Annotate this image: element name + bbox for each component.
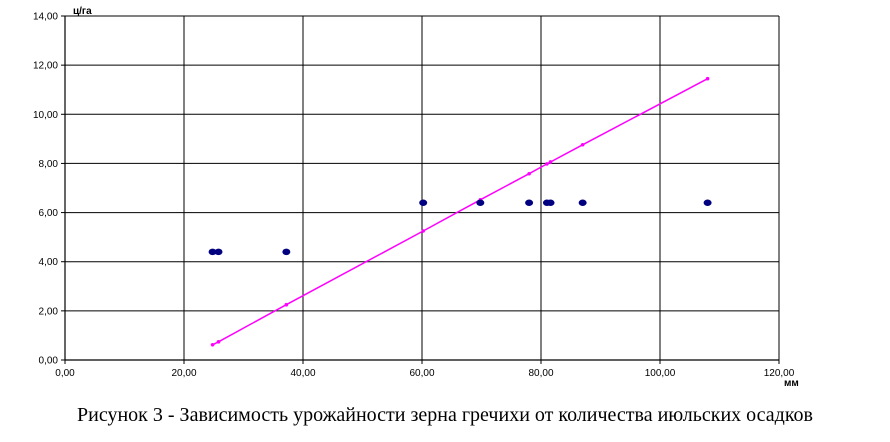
trend-point xyxy=(216,340,221,344)
y-tick-label: 14,00 xyxy=(33,12,58,23)
trend-point xyxy=(705,76,710,81)
x-tick-label: 60,00 xyxy=(409,368,434,379)
x-tick-label: 100,00 xyxy=(645,368,676,379)
data-point xyxy=(525,199,534,206)
trend-line xyxy=(212,78,708,346)
scatter-series xyxy=(208,199,712,256)
data-point xyxy=(282,248,291,256)
grid xyxy=(64,15,780,361)
trend-point xyxy=(548,160,553,164)
data-point xyxy=(419,199,428,206)
trend-point xyxy=(545,162,549,166)
trend-point xyxy=(284,302,289,307)
x-tick-labels: 0,00 20,00 40,00 60,00 80,00 100,00 120,00 xyxy=(55,368,794,379)
trend-point xyxy=(527,171,531,176)
data-point xyxy=(703,199,712,206)
y-tick-label: 6,00 xyxy=(39,208,59,219)
data-point xyxy=(476,199,485,206)
y-tick-label: 12,00 xyxy=(33,61,58,72)
axes xyxy=(61,15,780,364)
x-tick-label: 120,00 xyxy=(764,368,795,379)
y-tick-label: 8,00 xyxy=(39,159,59,170)
y-tick-label: 4,00 xyxy=(39,257,59,268)
x-tick-label: 40,00 xyxy=(290,368,315,379)
y-tick-label: 2,00 xyxy=(39,306,59,317)
trend-point xyxy=(210,342,215,347)
figure-caption: Рисунок 3 - Зависимость урожайности зерн… xyxy=(77,404,813,426)
x-tick-label: 80,00 xyxy=(528,368,553,379)
y-tick-label: 0,00 xyxy=(39,356,59,367)
x-tick-label: 0,00 xyxy=(55,368,75,379)
y-axis-label: ц/га xyxy=(73,6,92,17)
trend-point xyxy=(580,142,585,147)
x-tick-label: 20,00 xyxy=(171,368,196,379)
data-point xyxy=(208,248,217,256)
data-point xyxy=(214,248,223,256)
y-tick-labels: 0,00 2,00 4,00 6,00 8,00 10,00 12,00 14,00 xyxy=(33,12,58,367)
y-tick-label: 10,00 xyxy=(33,110,58,121)
trend-line-series xyxy=(210,76,710,347)
data-point xyxy=(546,199,555,206)
data-point xyxy=(578,199,587,206)
chart: 0,00 2,00 4,00 6,00 8,00 10,00 12,00 14,00 0,00… xyxy=(33,6,799,389)
x-axis-label: мм xyxy=(784,378,799,389)
trend-point xyxy=(421,229,425,233)
